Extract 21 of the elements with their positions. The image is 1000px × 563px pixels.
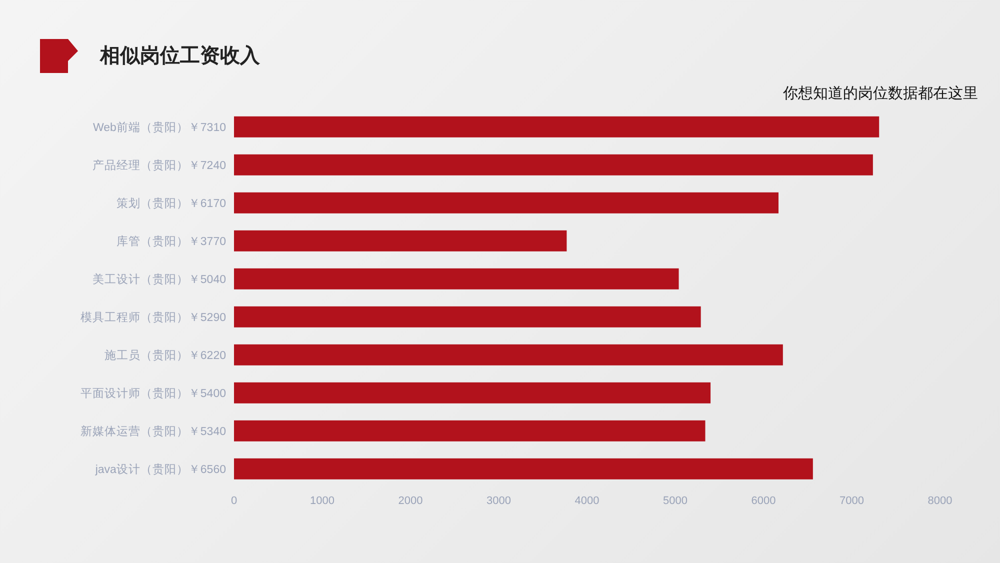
text: 你想知道的岗位数据都在这里 xyxy=(783,84,978,103)
x-tick-label: 1000 xyxy=(310,494,334,507)
y-tick-label: java设计（贵阳）￥6560 xyxy=(94,463,226,476)
x-tick-label: 5000 xyxy=(663,494,688,507)
y-tick-label: 新媒体运营（贵阳）￥5340 xyxy=(80,424,226,438)
x-tick-label: 8000 xyxy=(928,494,952,507)
y-tick-label: 模具工程师（贵阳）￥5290 xyxy=(80,311,226,324)
y-tick-label: 施工员（贵阳）￥6220 xyxy=(104,349,226,362)
y-tick-label: 美工设计（贵阳）￥5040 xyxy=(92,272,226,286)
y-tick-label: 产品经理（贵阳）￥7240 xyxy=(92,158,226,172)
chart-title: 相似岗位工资收入 xyxy=(100,44,260,69)
y-tick-label: 策划（贵阳）￥6170 xyxy=(116,197,226,210)
y-tick-label: Web前端（贵阳）￥7310 xyxy=(92,121,226,134)
x-tick-label: 6000 xyxy=(751,494,776,507)
x-tick-label: 3000 xyxy=(486,494,511,507)
x-tick-label: 2000 xyxy=(398,494,423,507)
x-tick-label: 4000 xyxy=(574,494,600,507)
x-tick-label: 7000 xyxy=(840,494,864,507)
y-tick-label: 库管（贵阳）￥3770 xyxy=(116,234,226,248)
y-tick-label: 平面设计师（贵阳）￥5400 xyxy=(80,387,226,400)
x-tick-label: 0 xyxy=(230,494,238,507)
